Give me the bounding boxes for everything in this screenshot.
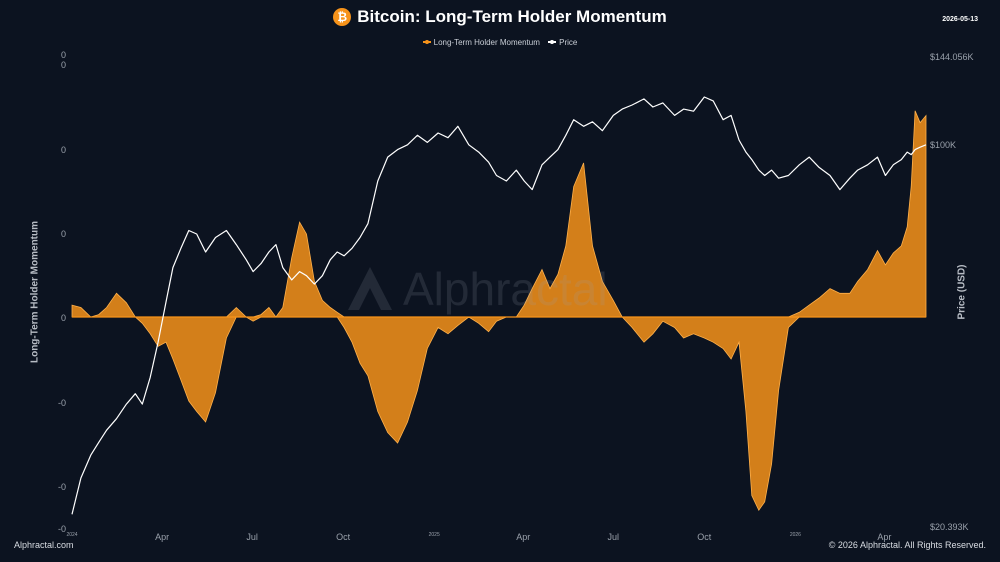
x-axis-ticks: 2024 Apr Jul Oct 2025 Apr Jul Oct 2026 Apr [66,532,891,542]
chart-title: ₿ Bitcoin: Long-Term Holder Momentum [333,7,667,27]
momentum-negative-area [72,316,926,511]
legend-label-momentum: Long-Term Holder Momentum [433,37,540,47]
left-axis-tick-label: -0 [58,398,66,408]
right-axis-tick-label: $100K [930,140,956,150]
date-stamp: 2026-05-13 [942,16,978,23]
x-axis-tick-label: Apr [877,532,891,542]
left-axis-tick-label: 0 [61,145,66,155]
price-line [71,96,927,515]
right-axis-tick-label: $144.056K [930,52,974,62]
right-axis-tick-label: $20.393K [930,522,969,532]
right-axis-ticks: $144.056K $100K $20.393K [930,52,974,532]
left-axis-tick-label: -0 [58,524,66,534]
legend-item-momentum[interactable]: Long-Term Holder Momentum [422,37,540,47]
left-axis-tick-label: 0 [61,229,66,239]
left-axis-tick-label: 0 [61,60,66,70]
x-axis-tick-label: Apr [155,532,169,542]
legend: Long-Term Holder Momentum Price [0,36,1000,47]
legend-swatch-price [548,40,557,44]
momentum-positive-path [71,110,927,318]
x-axis-tick-label: 2026 [790,532,801,538]
x-axis-tick-label: Jul [246,532,258,542]
x-axis-tick-label: Oct [697,532,712,542]
x-axis-tick-label: 2025 [429,532,440,538]
legend-item-price[interactable]: Price [548,38,577,47]
momentum-positive-area [71,110,927,318]
x-axis-tick-label: Oct [336,532,351,542]
x-axis-tick-label: 2024 [66,532,77,538]
footer-copyright: © 2026 Alphractal. All Rights Reserved. [828,540,986,550]
left-axis-tick-label: 0 [61,313,66,323]
momentum-negative-path [72,316,926,511]
right-axis-title: Price (USD) [956,264,968,320]
chart-title-text: Bitcoin: Long-Term Holder Momentum [357,7,667,26]
price-series [71,96,927,515]
x-axis-tick-label: Jul [608,532,620,542]
bitcoin-icon: ₿ [333,8,352,26]
legend-swatch-momentum [422,40,431,44]
legend-label-price: Price [559,37,578,47]
x-axis-tick-label: Apr [516,532,530,542]
footer-site[interactable]: Alphractal.com [14,540,74,550]
left-axis-tick-label: 0 [61,50,66,60]
left-axis-title: Long-Term Holder Momentum [29,220,41,364]
left-axis-tick-label: -0 [58,482,66,492]
